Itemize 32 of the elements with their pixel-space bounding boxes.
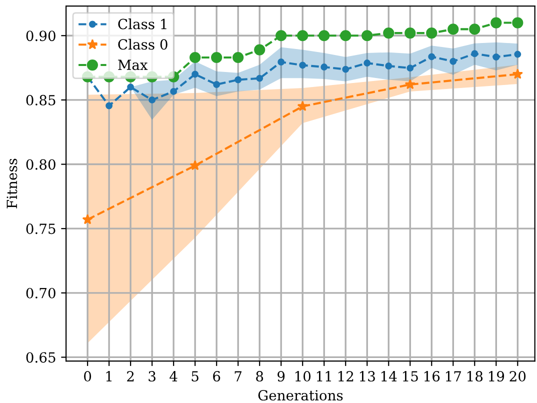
y-tick-label: 0.80 — [26, 159, 56, 170]
legend-label: Max — [118, 60, 148, 70]
y-tick-label: 0.75 — [26, 224, 56, 234]
y-axis-title: Fitness — [6, 158, 18, 208]
x-tick-label: 6 — [213, 371, 220, 382]
x-tick-label: 7 — [234, 371, 242, 382]
x-tick-label: 3 — [148, 371, 156, 382]
x-tick-label: 20 — [510, 371, 526, 382]
x-tick-label: 9 — [278, 371, 285, 382]
x-tick-label: 13 — [360, 371, 375, 382]
x-tick-label: 4 — [170, 371, 178, 382]
x-tick-label: 5 — [192, 371, 198, 382]
x-tick-label: 12 — [338, 371, 354, 382]
x-axis-title: Generations — [258, 390, 343, 401]
x-tick-label: 19 — [489, 371, 504, 382]
x-tick-label: 8 — [256, 371, 264, 382]
y-tick-label: 0.65 — [26, 352, 56, 363]
x-tick-label: 0 — [84, 371, 92, 382]
x-tick-label: 17 — [446, 371, 461, 382]
x-tick-label: 2 — [127, 371, 134, 382]
y-tick-label: 0.70 — [26, 288, 56, 298]
x-tick-label: 10 — [295, 371, 311, 382]
x-tick-label: 11 — [316, 371, 331, 382]
legend-label: Class 0 — [118, 38, 168, 50]
x-tick-label: 15 — [402, 371, 418, 382]
legend-label: Class 1 — [118, 18, 166, 30]
x-tick-label: 14 — [381, 371, 397, 382]
y-tick-label: 0.90 — [26, 30, 56, 42]
x-tick-label: 16 — [424, 371, 440, 382]
x-tick-label: 18 — [467, 371, 483, 382]
y-tick-label: 0.85 — [26, 94, 56, 106]
x-tick-label: 1 — [106, 371, 112, 382]
